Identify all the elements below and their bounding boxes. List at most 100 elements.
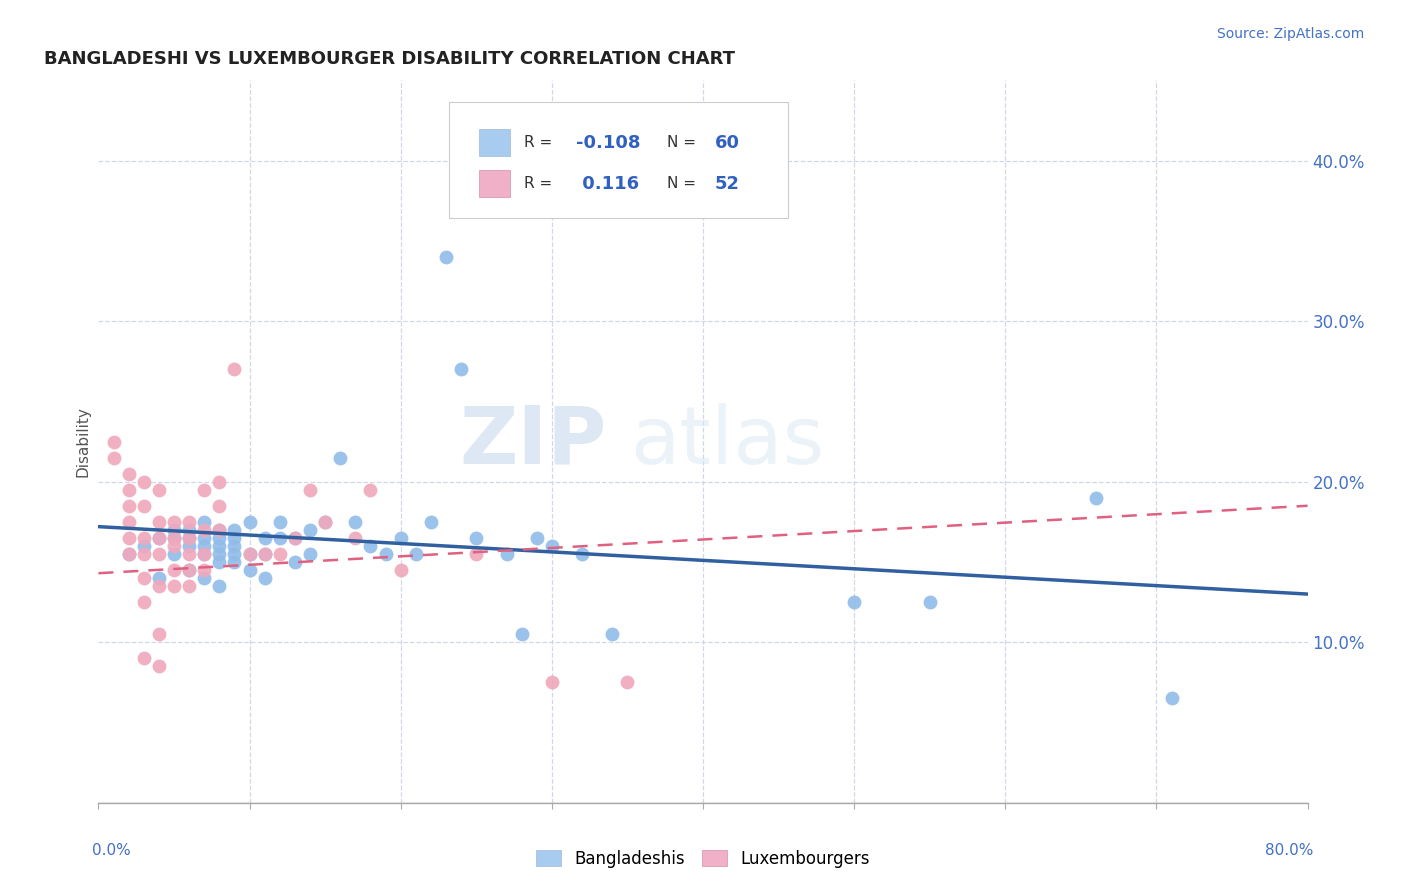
Point xyxy=(208,555,231,569)
Point xyxy=(224,555,246,569)
Point xyxy=(224,523,246,537)
Point xyxy=(420,515,443,529)
Point xyxy=(405,547,427,561)
Point xyxy=(208,531,231,545)
Point xyxy=(239,563,262,577)
Point xyxy=(253,547,276,561)
Text: N =: N = xyxy=(666,177,700,191)
Point xyxy=(148,483,170,497)
Point xyxy=(118,467,141,481)
Point xyxy=(132,531,155,545)
Point xyxy=(163,539,186,553)
Point xyxy=(540,539,562,553)
Point xyxy=(239,515,262,529)
Point xyxy=(918,595,941,609)
Point xyxy=(132,651,155,665)
Point xyxy=(314,515,336,529)
Point xyxy=(299,523,322,537)
Point xyxy=(299,483,322,497)
Point xyxy=(450,362,472,376)
Point xyxy=(148,531,170,545)
Point xyxy=(208,523,231,537)
Point xyxy=(374,547,396,561)
Point xyxy=(465,547,488,561)
Point xyxy=(253,547,276,561)
Point xyxy=(616,675,638,690)
Point xyxy=(510,627,533,641)
Point xyxy=(269,515,291,529)
Point xyxy=(344,515,367,529)
Point xyxy=(495,547,517,561)
Point xyxy=(118,547,141,561)
Point xyxy=(434,250,457,264)
Legend: Bangladeshis, Luxembourgers: Bangladeshis, Luxembourgers xyxy=(530,844,876,875)
Point xyxy=(118,515,141,529)
Point xyxy=(253,571,276,585)
Point xyxy=(163,515,186,529)
Point xyxy=(1160,691,1182,706)
Point xyxy=(163,523,186,537)
Point xyxy=(224,539,246,553)
FancyBboxPatch shape xyxy=(479,170,509,197)
Point xyxy=(163,579,186,593)
Point xyxy=(239,547,262,561)
Point xyxy=(314,515,336,529)
Point xyxy=(269,531,291,545)
Point xyxy=(602,627,624,641)
Text: 0.116: 0.116 xyxy=(576,175,640,193)
Point xyxy=(179,563,201,577)
Point xyxy=(118,547,141,561)
Point xyxy=(360,483,382,497)
Point xyxy=(344,531,367,545)
Text: N =: N = xyxy=(666,135,700,150)
Text: ZIP: ZIP xyxy=(458,402,606,481)
Point xyxy=(132,595,155,609)
Text: 52: 52 xyxy=(716,175,740,193)
Point xyxy=(208,579,231,593)
Point xyxy=(253,531,276,545)
Point xyxy=(148,515,170,529)
Point xyxy=(163,563,186,577)
Point xyxy=(148,547,170,561)
Point xyxy=(239,547,262,561)
Point xyxy=(193,539,215,553)
Point xyxy=(844,595,866,609)
Text: R =: R = xyxy=(524,177,557,191)
Point xyxy=(179,563,201,577)
Point xyxy=(193,547,215,561)
Point xyxy=(118,483,141,497)
Point xyxy=(193,515,215,529)
Point xyxy=(526,531,548,545)
Point xyxy=(224,547,246,561)
Point xyxy=(389,563,412,577)
Point xyxy=(208,539,231,553)
Point xyxy=(179,579,201,593)
Point xyxy=(148,571,170,585)
Point xyxy=(118,531,141,545)
Point xyxy=(540,675,562,690)
Point xyxy=(389,531,412,545)
Point xyxy=(208,547,231,561)
Point xyxy=(118,499,141,513)
Point xyxy=(284,531,307,545)
Point xyxy=(299,547,322,561)
Point xyxy=(148,579,170,593)
Point xyxy=(193,563,215,577)
Point xyxy=(179,531,201,545)
Point xyxy=(1085,491,1108,505)
FancyBboxPatch shape xyxy=(449,102,787,218)
Point xyxy=(465,531,488,545)
Point xyxy=(208,499,231,513)
Point xyxy=(193,547,215,561)
Point xyxy=(269,547,291,561)
Point xyxy=(148,659,170,673)
Point xyxy=(132,539,155,553)
Point xyxy=(179,539,201,553)
Point xyxy=(179,547,201,561)
Point xyxy=(103,450,125,465)
Point xyxy=(224,531,246,545)
Point xyxy=(148,627,170,641)
Text: R =: R = xyxy=(524,135,557,150)
Point xyxy=(360,539,382,553)
Point xyxy=(224,362,246,376)
